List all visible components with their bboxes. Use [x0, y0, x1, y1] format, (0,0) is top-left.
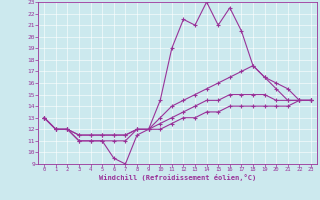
X-axis label: Windchill (Refroidissement éolien,°C): Windchill (Refroidissement éolien,°C): [99, 174, 256, 181]
